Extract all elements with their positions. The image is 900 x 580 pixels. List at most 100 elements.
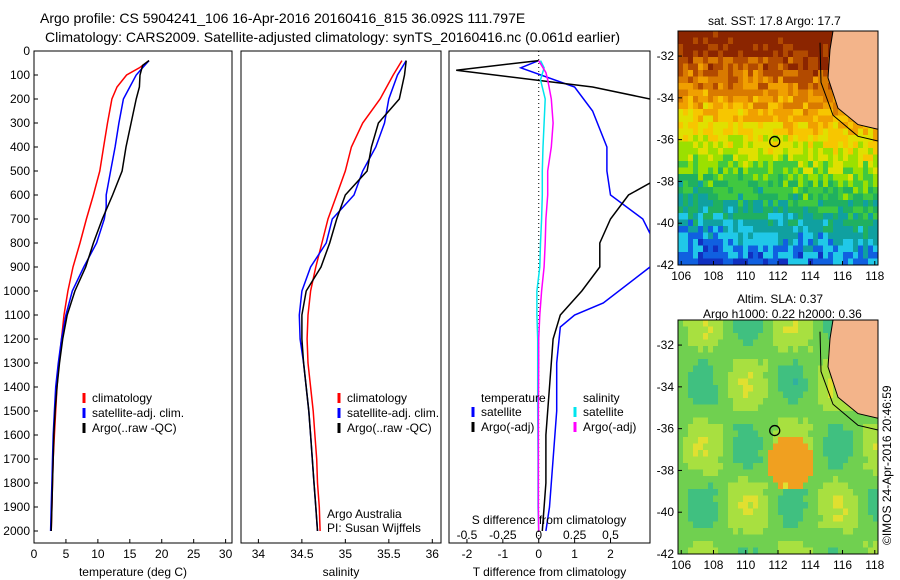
y-tick-label: 600 [10, 188, 30, 202]
map-y-tick-label: -32 [657, 338, 675, 352]
map-y-tick-label: -38 [657, 463, 675, 477]
map-y-tick-label: -34 [657, 380, 675, 394]
sla-shelf-contour [819, 331, 879, 431]
y-tick-label: 500 [10, 164, 30, 178]
series-argo-raw-qc- [50, 60, 150, 532]
s-tick-label: -0.25 [489, 528, 517, 542]
panel-frame-difference [448, 50, 651, 544]
diff-salinity-legend-label: Argo(-adj) [583, 420, 636, 434]
series-t-satellite [518, 59, 650, 234]
diff-temperature-legend-label: satellite [481, 405, 522, 419]
sla-map-title-line1: Altim. SLA: 0.37 [737, 292, 824, 306]
map-y-tick-label: -42 [657, 258, 675, 272]
diff-legend-salinity-header: salinity [583, 391, 620, 405]
sst-map-title: sat. SST: 17.8 Argo: 17.7 [708, 14, 841, 28]
map-x-tick-label: 110 [736, 558, 755, 572]
s-tick-label: -0.5 [457, 528, 478, 542]
x-tick-label: 15 [123, 547, 137, 561]
diff-temperature-legend-label: Argo(-adj) [481, 420, 534, 434]
map-y-tick-label: -38 [657, 174, 675, 188]
y-tick-label: 100 [10, 68, 30, 82]
series-s-argo-adj- [537, 60, 554, 532]
panel-frame-salinity [240, 50, 442, 544]
x-tick-label: -1 [498, 547, 509, 561]
map-y-tick-label: -40 [657, 216, 675, 230]
map-x-tick-label: 114 [801, 558, 820, 572]
x-tick-label: 10 [91, 547, 105, 561]
y-tick-label: 1900 [3, 500, 30, 514]
x-tick-label: 2 [607, 547, 614, 561]
y-tick-label: 400 [10, 140, 30, 154]
map-x-tick-label: 118 [865, 269, 884, 283]
map-x-tick-label: 116 [833, 558, 852, 572]
sst-shelf-contour [819, 42, 879, 142]
x-tick-label: 36 [426, 547, 440, 561]
map-x-tick-label: 106 [671, 558, 691, 572]
salinity-legend-label: climatology [347, 391, 407, 405]
x-tick-label: 34 [252, 547, 266, 561]
map-x-tick-label: 106 [671, 269, 691, 283]
y-tick-label: 1600 [3, 428, 30, 442]
x-tick-label: 0 [535, 547, 542, 561]
x-tick-label: 35 [339, 547, 353, 561]
series-argo-raw-qc- [301, 60, 407, 532]
map-y-tick-label: -42 [657, 547, 675, 561]
s-tick-label: 0 [535, 528, 542, 542]
sst-argo-location-marker [769, 135, 781, 148]
map-x-tick-label: 108 [703, 269, 723, 283]
y-tick-label: 1800 [3, 476, 30, 490]
y-tick-label: 1000 [3, 284, 30, 298]
s-tick-label: 0.5 [602, 528, 619, 542]
map-x-tick-label: 108 [703, 558, 723, 572]
x-axis-label: T difference from climatology [473, 565, 627, 579]
y-tick-label: 900 [10, 260, 30, 274]
diff-legend-temperature-header: temperature [481, 391, 546, 405]
map-y-tick-label: -36 [657, 422, 675, 436]
series-t-argo-lower [541, 182, 650, 532]
x-tick-label: 34.5 [290, 547, 314, 561]
s-tick-label: 0.25 [563, 528, 587, 542]
map-y-tick-label: -40 [657, 505, 675, 519]
salinity-legend-label: satellite-adj. clim. [347, 406, 439, 420]
y-tick-label: 1400 [3, 380, 30, 394]
sst-map [677, 30, 879, 266]
salinity-legend-label: Argo(..raw -QC) [347, 421, 432, 435]
argo-australia-note: Argo Australia [327, 507, 402, 521]
plot-title-line1: Argo profile: CS 5904241_106 16-Apr-2016… [40, 10, 526, 26]
diff-top-axis-label: S difference from climatology [472, 513, 627, 527]
sla-map [677, 319, 879, 555]
x-axis-label: temperature (deg C) [79, 565, 187, 579]
x-tick-label: -2 [462, 547, 473, 561]
x-tick-label: 0 [31, 547, 38, 561]
y-tick-label: 1500 [3, 404, 30, 418]
y-tick-label: 1200 [3, 332, 30, 346]
x-tick-label: 30 [219, 547, 233, 561]
temperature-legend-label: climatology [92, 391, 152, 405]
sla-argo-location-marker [769, 424, 781, 437]
sla-map-title-line2: Argo h1000: 0.22 h2000: 0.36 [703, 307, 862, 321]
plot-title-line2: Climatology: CARS2009. Satellite-adjuste… [45, 29, 621, 45]
map-y-tick-label: -36 [657, 133, 675, 147]
y-tick-label: 0 [23, 44, 30, 58]
y-tick-label: 1300 [3, 356, 30, 370]
panel-frame-temperature [33, 50, 233, 544]
map-y-tick-label: -34 [657, 91, 675, 105]
x-tick-label: 20 [155, 547, 169, 561]
y-tick-label: 1100 [4, 308, 30, 322]
y-tick-label: 300 [10, 116, 30, 130]
series-t-argo-adj- [456, 59, 650, 100]
y-tick-label: 1700 [3, 452, 30, 466]
y-tick-label: 200 [10, 92, 30, 106]
x-tick-label: 35.5 [377, 547, 401, 561]
temperature-legend-label: Argo(..raw -QC) [92, 421, 177, 435]
y-tick-label: 2000 [3, 524, 30, 538]
map-y-tick-label: -32 [657, 49, 675, 63]
map-x-tick-label: 118 [865, 558, 884, 572]
diff-salinity-legend-label: satellite [583, 405, 624, 419]
map-x-tick-label: 114 [801, 269, 820, 283]
x-tick-label: 25 [187, 547, 201, 561]
series-climatology [306, 60, 403, 532]
x-tick-label: 1 [571, 547, 578, 561]
temperature-legend-label: satellite-adj. clim. [92, 406, 184, 420]
